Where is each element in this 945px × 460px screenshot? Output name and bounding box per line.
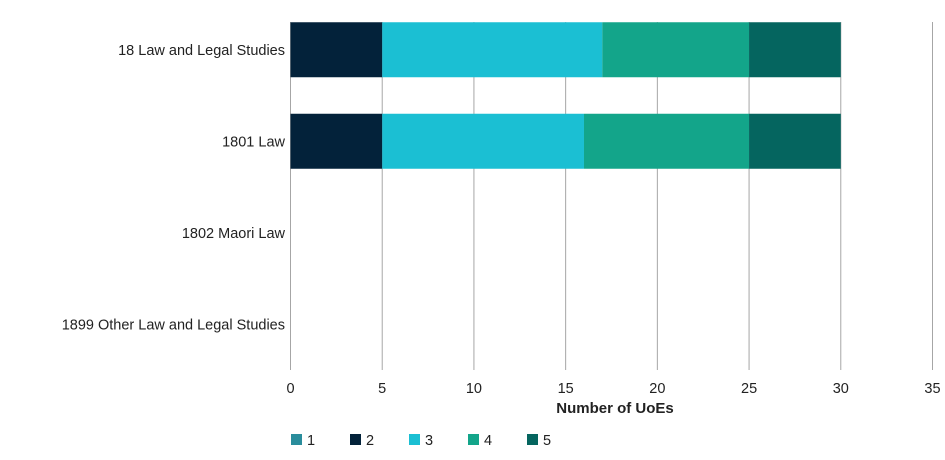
- x-tick-label-15: 15: [558, 381, 574, 397]
- x-tick-labels: 0 5 10 15 20 25 30 35: [286, 381, 940, 397]
- bar-segment-series-5-2: [749, 113, 841, 169]
- x-tick-label-35: 35: [924, 381, 940, 397]
- category-label: 1899 Other Law and Legal Studies: [62, 317, 285, 333]
- legend-swatch-4: [468, 434, 479, 445]
- legend: 1 2 3 4 5: [291, 433, 551, 449]
- x-tick-label-10: 10: [466, 381, 482, 397]
- legend-swatch-1: [291, 434, 302, 445]
- legend-label-3: 3: [425, 433, 433, 449]
- bars: [290, 22, 841, 169]
- x-axis-title: Number of UoEs: [556, 400, 674, 417]
- legend-swatch-3: [409, 434, 420, 445]
- legend-label-5: 5: [543, 433, 551, 449]
- legend-swatch-5: [527, 434, 538, 445]
- x-tick-label-20: 20: [649, 381, 665, 397]
- bar-segment-series-4-2: [583, 113, 750, 169]
- x-tick-label-30: 30: [833, 381, 849, 397]
- legend-label-2: 2: [366, 433, 374, 449]
- bar-segment-series-4-1: [602, 22, 750, 78]
- category-label: 1801 Law: [222, 134, 285, 150]
- legend-swatch-2: [350, 434, 361, 445]
- bar-segment-series-5-1: [749, 22, 841, 78]
- x-tick-label-5: 5: [378, 381, 386, 397]
- category-labels: 18 Law and Legal Studies 1801 Law 1802 Mao…: [62, 43, 286, 334]
- x-tick-label-25: 25: [741, 381, 757, 397]
- x-tick-label-0: 0: [286, 381, 294, 397]
- bar-segment-series-2-2: [290, 113, 383, 169]
- category-label: 1802 Maori Law: [182, 226, 286, 242]
- bar-segment-series-3-2: [382, 113, 584, 169]
- bar-segment-series-2-1: [290, 22, 383, 78]
- legend-label-1: 1: [307, 433, 315, 449]
- gridlines: [290, 22, 933, 370]
- legend-label-4: 4: [484, 433, 492, 449]
- category-label: 18 Law and Legal Studies: [118, 43, 285, 59]
- bar-segment-series-3-1: [382, 22, 603, 78]
